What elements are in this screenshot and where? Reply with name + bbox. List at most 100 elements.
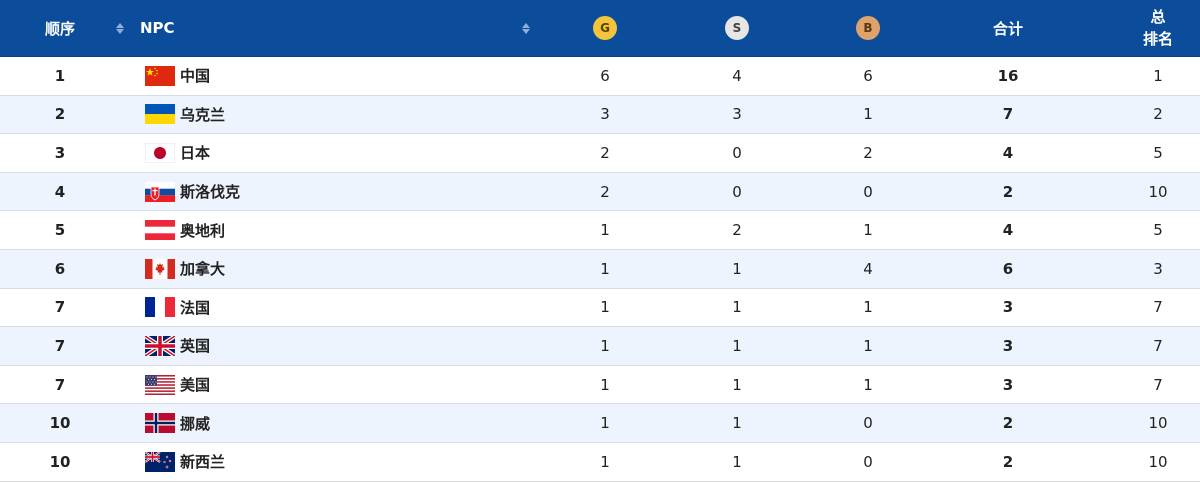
- silver-cell: 3: [732, 105, 742, 124]
- silver-cell: 1: [732, 375, 742, 394]
- table-row[interactable]: 6 加拿大 1 1 4 6 3: [0, 249, 1200, 289]
- silver-cell: 1: [732, 298, 742, 317]
- silver-cell: 1: [732, 414, 742, 433]
- sort-npc-icon[interactable]: [514, 0, 538, 56]
- total-cell: 3: [1002, 298, 1014, 317]
- gold-medal-icon: G: [593, 16, 617, 40]
- table-row[interactable]: 7 美国 1 1 1 3 7: [0, 366, 1200, 405]
- table-row[interactable]: 5 奥地利 1 2 1 4 5: [0, 211, 1200, 250]
- total-cell: 16: [997, 66, 1019, 85]
- npc-name-cell[interactable]: 英国: [180, 337, 211, 356]
- total-rank-header-line2: 排名: [1142, 30, 1173, 48]
- usa-flag: [145, 366, 175, 404]
- bronze-cell: 6: [863, 66, 873, 85]
- total-rank-cell: 10: [1148, 182, 1168, 201]
- total-cell: 3: [1002, 336, 1014, 355]
- gold-cell: 1: [600, 414, 610, 433]
- rank-cell: 5: [54, 221, 66, 240]
- gold-cell: 1: [600, 221, 610, 240]
- ukraine-flag: [145, 96, 175, 134]
- rank-cell: 7: [54, 375, 66, 394]
- npc-column-header[interactable]: NPC: [140, 19, 175, 37]
- canada-flag: [145, 250, 175, 288]
- bronze-cell: 1: [863, 221, 873, 240]
- table-row[interactable]: 7 英国 1 1 1 3 7: [0, 327, 1200, 366]
- total-cell: 4: [1002, 221, 1014, 240]
- silver-column-header[interactable]: S: [712, 0, 762, 56]
- npc-name-cell[interactable]: 奥地利: [180, 221, 226, 240]
- total-rank-cell: 7: [1153, 298, 1163, 317]
- gold-cell: 1: [600, 259, 610, 278]
- total-rank-cell: 10: [1148, 414, 1168, 433]
- silver-cell: 2: [732, 221, 742, 240]
- npc-name-cell[interactable]: 斯洛伐克: [180, 183, 241, 202]
- table-body: 1 中国 6 4 6 16 1 2 乌克兰 3 3 1 7 2 3 日本 2 0 2 4 5 4 斯洛伐克 2 0 0 2 10 5 奥地…: [0, 57, 1200, 482]
- silver-cell: 1: [732, 259, 742, 278]
- total-cell: 4: [1002, 143, 1014, 162]
- uk-flag: [145, 327, 175, 365]
- gold-cell: 2: [600, 182, 610, 201]
- bronze-medal-icon: B: [856, 16, 880, 40]
- npc-name-cell[interactable]: 日本: [180, 144, 211, 163]
- silver-cell: 4: [732, 66, 742, 85]
- rank-cell: 10: [49, 452, 71, 471]
- npc-name-cell[interactable]: 中国: [180, 67, 211, 86]
- rank-cell: 1: [54, 66, 66, 85]
- table-row[interactable]: 2 乌克兰 3 3 1 7 2: [0, 95, 1200, 135]
- total-rank-column-header[interactable]: 总 排名: [1118, 0, 1198, 56]
- npc-name-cell[interactable]: 美国: [180, 376, 211, 395]
- silver-cell: 1: [732, 336, 742, 355]
- silver-medal-icon: S: [725, 16, 749, 40]
- gold-cell: 1: [600, 298, 610, 317]
- bronze-cell: 1: [863, 105, 873, 124]
- npc-name-cell[interactable]: 新西兰: [180, 453, 226, 472]
- gold-cell: 3: [600, 105, 610, 124]
- sort-rank-icon[interactable]: [108, 0, 132, 56]
- table-row[interactable]: 3 日本 2 0 2 4 5: [0, 134, 1200, 173]
- npc-name-cell[interactable]: 加拿大: [180, 260, 226, 279]
- npc-name-cell[interactable]: 乌克兰: [180, 105, 226, 124]
- total-rank-cell: 2: [1153, 105, 1163, 124]
- npc-name-cell[interactable]: 法国: [180, 298, 211, 317]
- table-row[interactable]: 4 斯洛伐克 2 0 0 2 10: [0, 172, 1200, 212]
- rank-column-header[interactable]: 顺序: [44, 19, 75, 38]
- total-cell: 7: [1002, 105, 1014, 124]
- silver-cell: 1: [732, 452, 742, 471]
- total-cell: 2: [1002, 414, 1014, 433]
- total-column-header[interactable]: 合计: [992, 19, 1023, 38]
- total-rank-cell: 5: [1153, 143, 1163, 162]
- bronze-cell: 0: [863, 452, 873, 471]
- bronze-cell: 1: [863, 336, 873, 355]
- table-row[interactable]: 1 中国 6 4 6 16 1: [0, 57, 1200, 96]
- table-header: 顺序 NPC G S B 合计 总 排名: [0, 0, 1200, 57]
- china-flag: [145, 57, 175, 95]
- bronze-cell: 4: [863, 259, 873, 278]
- austria-flag: [145, 211, 175, 249]
- total-rank-cell: 5: [1153, 221, 1163, 240]
- rank-cell: 3: [54, 143, 66, 162]
- bronze-column-header[interactable]: B: [843, 0, 893, 56]
- rank-cell: 7: [54, 336, 66, 355]
- rank-cell: 2: [54, 105, 66, 124]
- gold-cell: 1: [600, 336, 610, 355]
- total-rank-cell: 3: [1153, 259, 1163, 278]
- bronze-cell: 0: [863, 182, 873, 201]
- gold-cell: 6: [600, 66, 610, 85]
- gold-column-header[interactable]: G: [580, 0, 630, 56]
- bronze-cell: 1: [863, 375, 873, 394]
- total-rank-cell: 1: [1153, 66, 1163, 85]
- table-row[interactable]: 10 新西兰 1 1 0 2 10: [0, 443, 1200, 482]
- slovakia-flag: [145, 173, 175, 211]
- new-zealand-flag: [145, 443, 175, 481]
- silver-cell: 0: [732, 182, 742, 201]
- total-rank-cell: 10: [1148, 452, 1168, 471]
- table-row[interactable]: 7 法国 1 1 1 3 7: [0, 289, 1200, 328]
- bronze-cell: 2: [863, 143, 873, 162]
- france-flag: [145, 289, 175, 327]
- npc-name-cell[interactable]: 挪威: [180, 414, 211, 433]
- table-row[interactable]: 10 挪威 1 1 0 2 10: [0, 404, 1200, 443]
- rank-cell: 4: [54, 182, 66, 201]
- silver-cell: 0: [732, 143, 742, 162]
- total-cell: 2: [1002, 182, 1014, 201]
